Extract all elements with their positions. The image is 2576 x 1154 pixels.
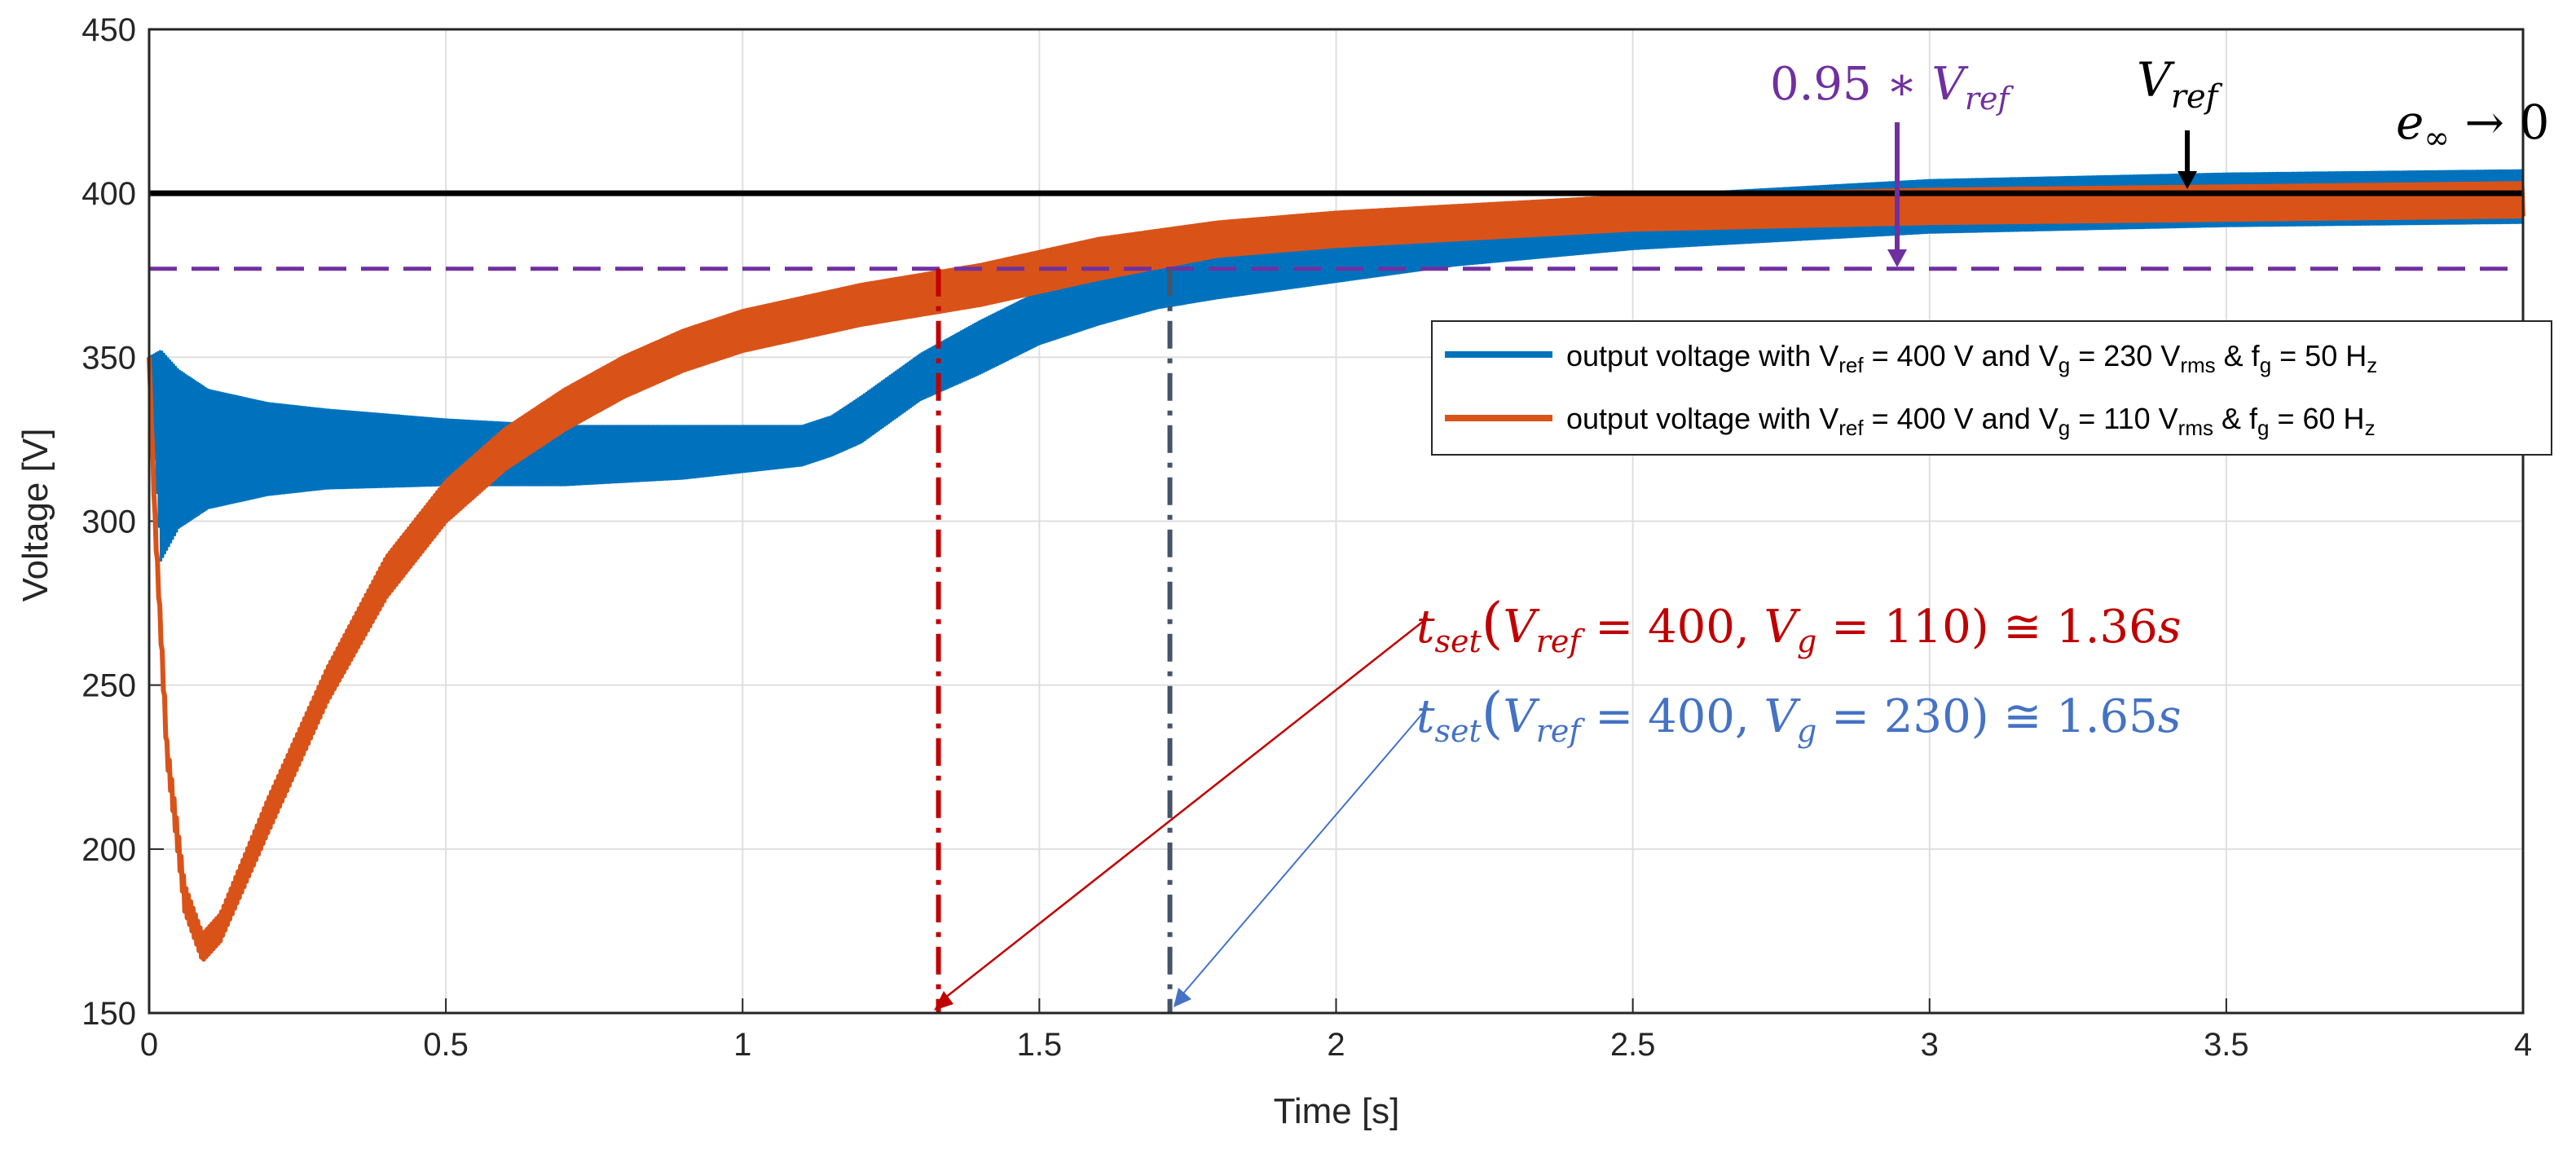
annotation-tset-red-arrow-head (934, 991, 953, 1011)
y-tick-label: 450 (81, 12, 136, 48)
x-tick-labels: 0 0.5 1 1.5 2 2.5 3 3.5 4 (140, 1027, 2532, 1063)
legend-orange-t2: = 400 V and V (1864, 402, 2059, 435)
series-layer (147, 169, 2525, 962)
y-tick-label: 250 (81, 668, 136, 704)
legend-orange-t1: ref (1838, 416, 1864, 440)
tset-red-p1: ( (1482, 592, 1504, 656)
y-tick-labels: 150 200 250 300 350 400 450 (81, 12, 136, 1032)
y-tick-label: 300 (81, 504, 136, 540)
tset-red-p4: ≅ 1.36 (1989, 601, 2158, 654)
legend-orange-t6: & f (2213, 402, 2258, 435)
tset-blue-v1: V (1503, 690, 1540, 743)
annotation-einf-sub: ∞ (2424, 120, 2450, 156)
annotation-einf-rest: → 0 (2450, 95, 2549, 150)
legend-blue-t4: = 230 V (2070, 339, 2180, 372)
settling-markers (936, 268, 1173, 1013)
legend-blue-t9: z (2367, 353, 2377, 377)
reference-lines (149, 190, 2523, 271)
legend-blue-t7: g (2260, 353, 2271, 377)
x-tick-label: 2.5 (1610, 1027, 1656, 1063)
x-tick-label: 2 (1327, 1027, 1345, 1063)
x-tick-label: 1 (733, 1027, 751, 1063)
tset-red-sub1: set (1435, 623, 1482, 659)
tset-blue-p2: = 400, (1580, 690, 1764, 743)
y-tick-label: 400 (81, 176, 136, 212)
legend-orange-t9: z (2365, 416, 2376, 440)
tset-blue-unit: s (2158, 690, 2182, 743)
legend-blue-t0: output voltage with V (1566, 339, 1838, 372)
legend-blue-t2: = 400 V and V (1864, 339, 2059, 372)
series-line-blue (148, 169, 2525, 562)
tset-red-s2: g (1797, 623, 1816, 659)
tset-red-unit: s (2158, 601, 2182, 654)
y-tick-label: 350 (81, 340, 136, 376)
legend-orange-t5: rms (2178, 416, 2213, 440)
annotation-095-arrow-head (1887, 249, 1907, 267)
legend-entry-blue: output voltage with Vref = 400 V and Vg … (1566, 339, 2377, 377)
tset-blue-s2: g (1797, 713, 1816, 749)
tset-red-t: t (1416, 601, 1435, 654)
annotation-095-v: V (1931, 58, 1969, 111)
legend-blue-t3: g (2059, 353, 2070, 377)
x-tick-label: 3 (1921, 1027, 1939, 1063)
plot-frame (148, 28, 2525, 1015)
legend-orange-t3: g (2059, 416, 2070, 440)
annotations: 0.95 ∗ Vref Vref e∞ → 0 tset(Vref = 400,… (934, 52, 2549, 1011)
annotation-tset-blue: tset(Vref = 400, Vg = 230) ≅ 1.65s (1416, 681, 2182, 749)
tset-blue-p1: ( (1482, 681, 1504, 746)
legend-box (1431, 320, 2552, 456)
annotation-einf-e: e (2396, 95, 2424, 150)
annotation-tset-blue-arrow-shaft (1178, 707, 1429, 1000)
x-tick-label: 1.5 (1017, 1027, 1063, 1063)
annotation-vref-arrow-head (2177, 171, 2197, 189)
annotation-vref: Vref (2137, 52, 2223, 116)
legend-blue-t8: = 50 H (2271, 339, 2367, 372)
tset-blue-p4: ≅ 1.65 (1989, 690, 2158, 743)
annotation-tset-red: tset(Vref = 400, Vg = 110) ≅ 1.36s (1416, 592, 2182, 659)
legend: output voltage with Vref = 400 V and Vg … (1431, 320, 2552, 456)
x-tick-label: 4 (2514, 1027, 2532, 1063)
y-axis-label: Voltage [V] (15, 429, 55, 602)
y-tick-label: 200 (81, 832, 136, 868)
legend-blue-t5: rms (2180, 353, 2215, 377)
annotation-einf: e∞ → 0 (2396, 95, 2549, 156)
series-line-orange (147, 181, 2525, 962)
tset-blue-v2: V (1764, 690, 1802, 743)
y-tick-label: 150 (81, 996, 136, 1032)
legend-orange-t8: = 60 H (2269, 402, 2364, 435)
annotation-095-vref: 0.95 ∗ Vref (1770, 58, 2014, 117)
annotation-095-sub: ref (1965, 81, 2015, 117)
legend-blue-t6: & f (2216, 339, 2261, 372)
annotation-tset-red-arrow-shaft (936, 617, 1429, 1005)
tset-blue-sub1: set (1435, 713, 1482, 749)
tset-red-s1: ref (1536, 623, 1586, 659)
tset-blue-t: t (1416, 690, 1435, 743)
tset-red-p2: = 400, (1580, 601, 1764, 654)
annotation-vref-v: V (2137, 52, 2175, 108)
tset-red-v2: V (1764, 601, 1802, 654)
tset-blue-s1: ref (1536, 713, 1586, 749)
legend-orange-t7: g (2257, 416, 2269, 440)
x-tick-label: 3.5 (2204, 1027, 2249, 1063)
legend-orange-t0: output voltage with V (1566, 402, 1838, 435)
tset-red-p3: = 110) (1816, 601, 1988, 654)
x-tick-label: 0.5 (423, 1027, 469, 1063)
x-axis-label: Time [s] (1274, 1091, 1400, 1131)
x-tick-label: 0 (140, 1027, 158, 1063)
annotation-095-prefix: 0.95 ∗ (1770, 58, 1931, 111)
annotation-tset-blue-arrow-head (1174, 988, 1191, 1007)
annotation-vref-sub: ref (2171, 78, 2223, 116)
legend-entry-orange: output voltage with Vref = 400 V and Vg … (1566, 402, 2376, 440)
tset-blue-p3: = 230) (1816, 690, 1988, 743)
legend-blue-t1: ref (1838, 353, 1864, 377)
legend-orange-t4: = 110 V (2070, 402, 2177, 435)
tset-red-v1: V (1503, 601, 1540, 654)
